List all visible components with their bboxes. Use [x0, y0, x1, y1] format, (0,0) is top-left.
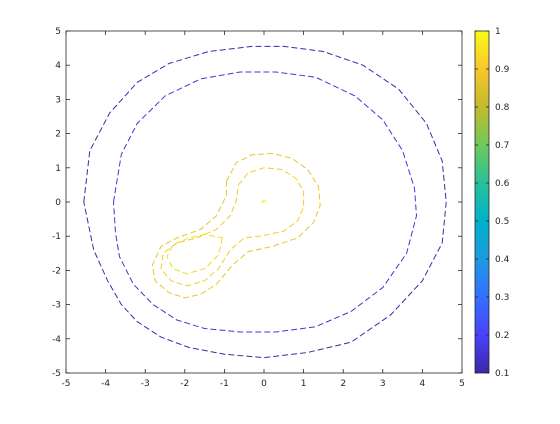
plot-area	[65, 30, 463, 374]
x-axis: -5 -4 -3 -2 -1 0 1 2 3 4 5	[62, 31, 465, 389]
x-tick-label: -2	[180, 379, 189, 389]
colorbar-gradient	[474, 30, 490, 374]
y-tick-label: 3	[55, 95, 61, 105]
x-tick-label: -1	[220, 379, 229, 389]
y-axis: -5 -4 -3 -2 -1 0 1 2 3 4 5	[52, 27, 462, 379]
x-tick-label: -3	[141, 379, 150, 389]
colorbar: 0.1 0.2 0.3 0.4 0.5 0.6 0.7 0.8 0.9 1	[474, 27, 510, 379]
x-tick-label: 4	[420, 379, 426, 389]
contour-line-2	[151, 152, 321, 299]
colorbar-tick-label: 0.5	[495, 217, 509, 227]
colorbar-tick-label: 0.4	[495, 255, 510, 265]
contour-line-5	[261, 199, 267, 205]
y-tick-label: 2	[55, 130, 61, 140]
plot-box	[65, 30, 463, 374]
x-tick-label: -5	[62, 379, 71, 389]
contour-line-4	[166, 233, 224, 275]
x-tick-label: 0	[261, 379, 267, 389]
colorbar-tick-label: 0.6	[495, 179, 510, 189]
y-tick-label: 4	[55, 61, 61, 71]
x-tick-label: 5	[459, 379, 465, 389]
colorbar-tick-label: 0.9	[495, 65, 510, 75]
x-tick-label: -4	[101, 379, 110, 389]
colorbar-tick-label: 0.3	[495, 293, 509, 303]
y-tick-label: -5	[52, 369, 61, 379]
y-tick-label: -2	[52, 266, 61, 276]
contour-line-0	[83, 45, 447, 359]
contour-lines	[83, 45, 447, 359]
y-tick-label: -1	[52, 232, 61, 242]
contour-line-1	[112, 71, 418, 333]
y-tick-label: 1	[55, 164, 61, 174]
x-tick-label: 1	[301, 379, 307, 389]
y-tick-label: 0	[55, 198, 61, 208]
y-tick-label: -3	[52, 301, 61, 311]
colorbar-tick-label: 0.2	[495, 331, 509, 341]
colorbar-tick-label: 0.1	[495, 369, 509, 379]
contour-line-3	[160, 167, 305, 287]
y-tick-label: 5	[55, 27, 61, 37]
x-tick-label: 3	[380, 379, 386, 389]
x-tick-label: 2	[340, 379, 346, 389]
colorbar-tick-label: 0.7	[495, 141, 509, 151]
y-tick-label: -4	[52, 335, 61, 345]
colorbar-tick-label: 1	[495, 27, 501, 37]
colorbar-tick-label: 0.8	[495, 103, 510, 113]
